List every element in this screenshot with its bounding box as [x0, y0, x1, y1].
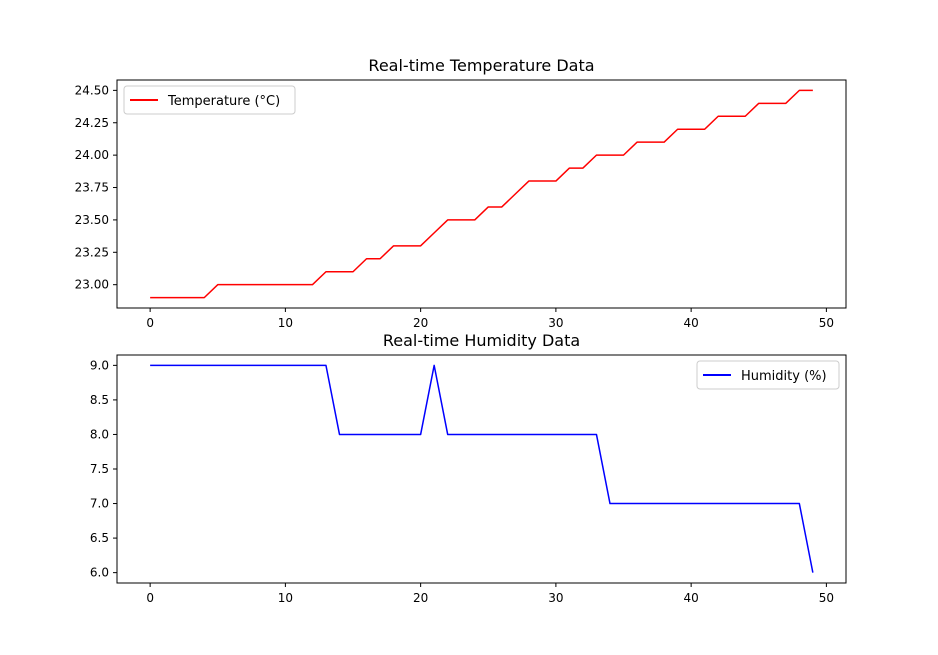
temperature-plot-frame [116, 79, 847, 309]
temperature-y-tick-label: 23.25 [75, 245, 109, 259]
humidity-y-tick-label: 9.0 [90, 358, 109, 372]
temperature-y-tick-label: 24.25 [75, 116, 109, 130]
humidity-y-tick-label: 7.5 [90, 462, 109, 476]
temperature-x-tick-label: 0 [146, 316, 154, 330]
humidity-chart-title: Real-time Humidity Data [383, 331, 580, 350]
humidity-y-tick-label: 8.0 [90, 427, 109, 441]
temperature-y-tick-label: 24.00 [75, 148, 109, 162]
temperature-y-tick-label: 24.50 [75, 83, 109, 97]
temperature-y-tick-label: 23.75 [75, 181, 109, 195]
temperature-x-tick-label: 50 [819, 316, 834, 330]
humidity-legend: Humidity (%) [696, 360, 840, 390]
temperature-chart: Real-time Temperature Data 0 10 20 30 40 50 23.… [75, 56, 847, 330]
humidity-x-tick-label: 40 [683, 591, 698, 605]
temperature-legend-box [123, 85, 296, 115]
temperature-x-tick-label: 20 [413, 316, 428, 330]
humidity-x-tick-label: 0 [146, 591, 154, 605]
temperature-chart-title: Real-time Temperature Data [368, 56, 594, 75]
humidity-legend-box [696, 360, 840, 390]
temperature-y-tick-label: 23.50 [75, 213, 109, 227]
temperature-y-tick-label: 23.00 [75, 278, 109, 292]
humidity-series-line [150, 364, 814, 573]
temperature-series-line [150, 89, 813, 299]
humidity-x-tick-label: 30 [548, 591, 563, 605]
humidity-x-tick-label: 10 [278, 591, 293, 605]
humidity-y-tick-label: 7.0 [90, 497, 109, 511]
temperature-x-tick-label: 10 [278, 316, 293, 330]
humidity-y-tick-label: 6.0 [90, 566, 109, 580]
temperature-legend-label: Temperature (°C) [167, 94, 280, 109]
temperature-x-tick-label: 30 [548, 316, 563, 330]
humidity-x-tick-label: 20 [413, 591, 428, 605]
humidity-x-tick-label: 50 [819, 591, 834, 605]
humidity-chart: Real-time Humidity Data 0 10 20 30 40 50 6.0 6.5… [90, 331, 847, 605]
humidity-y-tick-label: 6.5 [90, 531, 109, 545]
temperature-x-tick-label: 40 [683, 316, 698, 330]
temperature-legend: Temperature (°C) [123, 85, 296, 115]
humidity-y-tick-label: 8.5 [90, 393, 109, 407]
humidity-legend-label: Humidity (%) [741, 369, 827, 384]
